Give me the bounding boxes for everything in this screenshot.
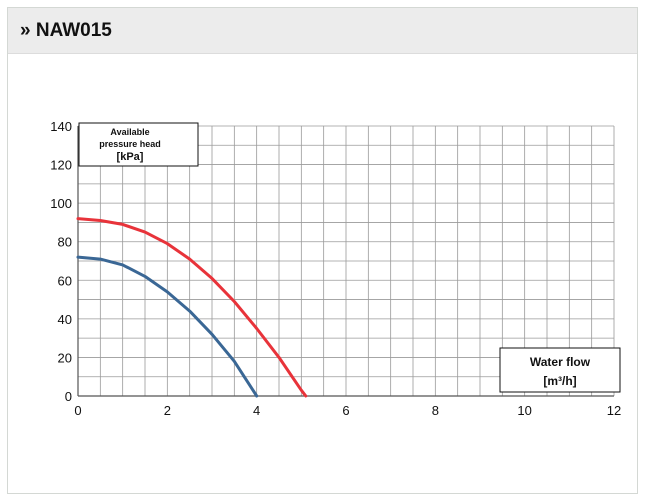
- ylabel-box: [78, 122, 199, 167]
- x-tick-label: 10: [517, 403, 531, 418]
- y-tick-label: 80: [58, 235, 72, 250]
- ylabel-line: Available: [110, 127, 149, 137]
- y-tick-label: 120: [50, 158, 72, 173]
- x-tick-label: 12: [607, 403, 621, 418]
- ylabel-line: [kPa]: [117, 151, 144, 163]
- xlabel-box: [499, 347, 621, 393]
- series-line-2: [76, 255, 259, 398]
- xlabel-line: Water flow: [530, 355, 591, 369]
- page-title: » NAW015: [20, 19, 112, 41]
- y-tick-label: 140: [50, 119, 72, 134]
- x-tick-label: 8: [432, 403, 439, 418]
- y-tick-label: 0: [65, 389, 72, 404]
- y-tick-label: 60: [58, 273, 72, 288]
- x-tick-label: 6: [342, 403, 349, 418]
- x-tick-label: 0: [74, 403, 81, 418]
- y-tick-label: 40: [58, 312, 72, 327]
- panel-header: » NAW015: [8, 8, 637, 54]
- chart-panel: » NAW015: [7, 7, 638, 494]
- xlabel-line: [m³/h]: [543, 374, 576, 388]
- ylabel-line: pressure head: [99, 139, 161, 149]
- y-tick-label: 100: [50, 196, 72, 211]
- y-tick-label: 20: [58, 350, 72, 365]
- x-tick-label: 2: [164, 403, 171, 418]
- series-line-1: [76, 217, 308, 398]
- x-tick-label: 4: [253, 403, 260, 418]
